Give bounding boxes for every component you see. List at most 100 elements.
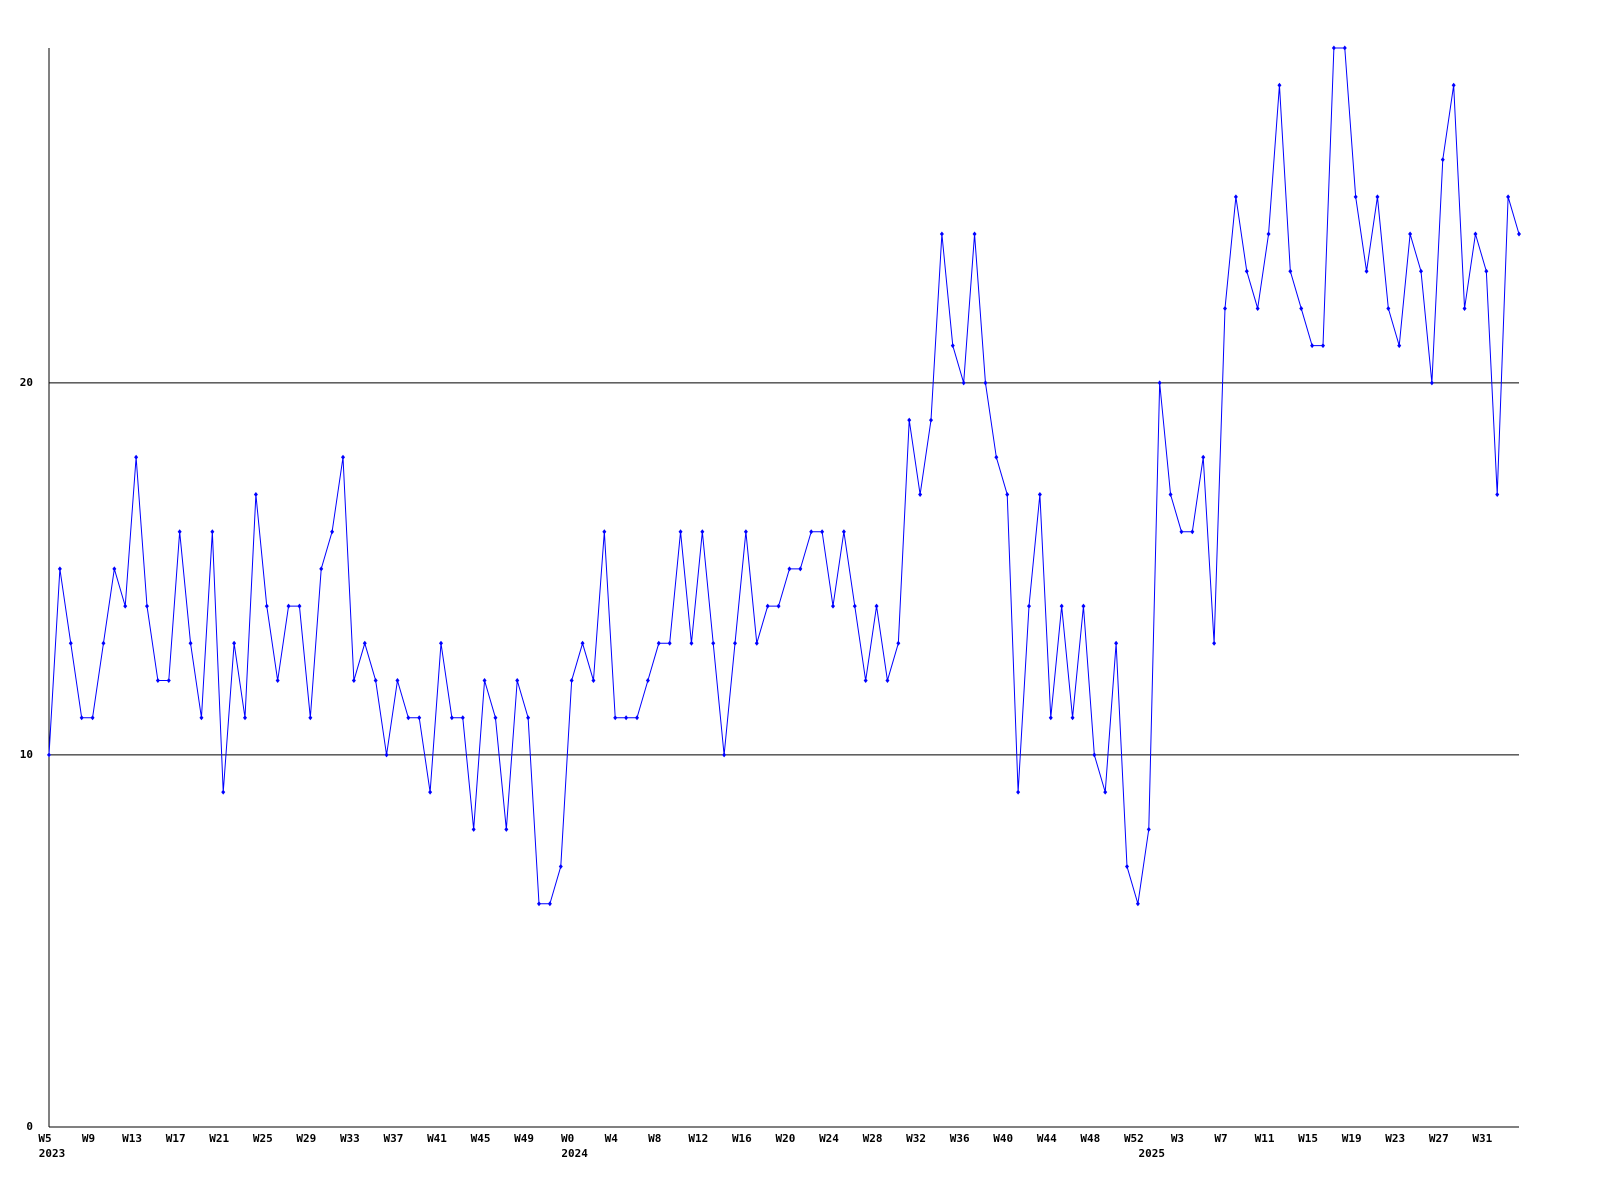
point-marker (547, 901, 552, 907)
point-marker (406, 715, 411, 721)
point-marker (972, 231, 977, 237)
point-marker (667, 640, 672, 646)
point-marker (743, 529, 748, 535)
point-marker (330, 529, 335, 535)
point-marker (929, 417, 933, 423)
x-tick-label: W44 (1037, 1132, 1057, 1145)
point-marker (145, 603, 149, 609)
point-marker (1201, 454, 1206, 460)
point-marker (1070, 715, 1075, 721)
point-marker (90, 715, 95, 721)
point-marker (918, 491, 923, 497)
point-marker (1179, 529, 1184, 535)
point-marker (700, 529, 705, 535)
point-marker (308, 715, 313, 721)
point-marker (1342, 45, 1347, 51)
point-marker (112, 566, 117, 572)
point-marker (635, 715, 639, 721)
point-marker (341, 454, 345, 460)
y-tick-label: 10 (20, 748, 33, 761)
point-marker (47, 752, 51, 758)
x-year-label: 2023 (39, 1147, 66, 1160)
point-marker (994, 454, 999, 460)
x-tick-label: W16 (732, 1132, 752, 1145)
point-marker (831, 603, 835, 609)
point-marker (362, 640, 367, 646)
point-marker (1037, 491, 1042, 497)
point-marker (961, 380, 966, 386)
point-marker (79, 715, 84, 721)
x-tick-label: W37 (384, 1132, 404, 1145)
point-marker (123, 603, 128, 609)
point-marker (1016, 789, 1021, 795)
x-tick-label: W24 (819, 1132, 839, 1145)
point-marker (68, 640, 73, 646)
x-tick-label: W5 (38, 1132, 51, 1145)
x-tick-label: W48 (1080, 1132, 1100, 1145)
point-marker (264, 603, 269, 609)
point-marker (417, 715, 422, 721)
series-line (48, 47, 1520, 905)
point-marker (1266, 231, 1271, 237)
x-tick-label: W27 (1429, 1132, 1449, 1145)
y-tick-label: 0 (26, 1120, 33, 1133)
x-tick-label: W0 (561, 1132, 574, 1145)
point-marker (134, 454, 139, 460)
point-marker (526, 715, 531, 721)
point-marker (155, 678, 160, 684)
point-marker (1517, 231, 1521, 237)
point-marker (1103, 789, 1108, 795)
point-marker (1321, 343, 1325, 349)
point-marker (1048, 715, 1053, 721)
point-marker (1495, 491, 1500, 497)
point-marker (1125, 864, 1129, 870)
point-marker (776, 603, 781, 609)
x-tick-label: W20 (776, 1132, 796, 1145)
point-marker (907, 417, 912, 423)
x-tick-label: W4 (605, 1132, 619, 1145)
x-tick-label: W25 (253, 1132, 273, 1145)
point-marker (1027, 603, 1031, 609)
point-marker (57, 566, 62, 572)
point-marker (722, 752, 727, 758)
point-marker (210, 529, 215, 535)
x-tick-label: W19 (1342, 1132, 1362, 1145)
x-tick-label: W28 (863, 1132, 883, 1145)
point-marker (1484, 268, 1489, 274)
point-marker (1310, 343, 1315, 349)
point-marker (199, 715, 204, 721)
point-marker (1135, 901, 1140, 907)
point-marker (1190, 529, 1195, 535)
point-marker (1212, 640, 1217, 646)
point-marker (1331, 45, 1336, 51)
point-marker (1419, 268, 1423, 274)
point-marker (1255, 305, 1260, 311)
point-marker (765, 603, 770, 609)
point-marker (460, 715, 465, 721)
point-marker (1157, 380, 1162, 386)
point-marker (798, 566, 803, 572)
point-marker (166, 678, 171, 684)
point-marker (275, 678, 280, 684)
point-marker (820, 529, 825, 535)
point-marker (1429, 380, 1434, 386)
point-marker (852, 603, 857, 609)
x-year-label: 2024 (561, 1147, 588, 1160)
point-marker (613, 715, 618, 721)
point-marker (101, 640, 106, 646)
point-marker (678, 529, 683, 535)
point-marker (493, 715, 498, 721)
point-marker (580, 640, 585, 646)
point-marker (787, 566, 792, 572)
point-marker (1451, 82, 1456, 88)
point-marker (482, 678, 487, 684)
x-tick-label: W32 (906, 1132, 926, 1145)
x-tick-label: W40 (993, 1132, 1013, 1145)
point-marker (939, 231, 944, 237)
point-marker (1462, 305, 1467, 311)
point-marker (809, 529, 814, 535)
point-marker (504, 826, 509, 832)
x-tick-label: W29 (296, 1132, 316, 1145)
point-marker (177, 529, 182, 535)
point-marker (1114, 640, 1119, 646)
